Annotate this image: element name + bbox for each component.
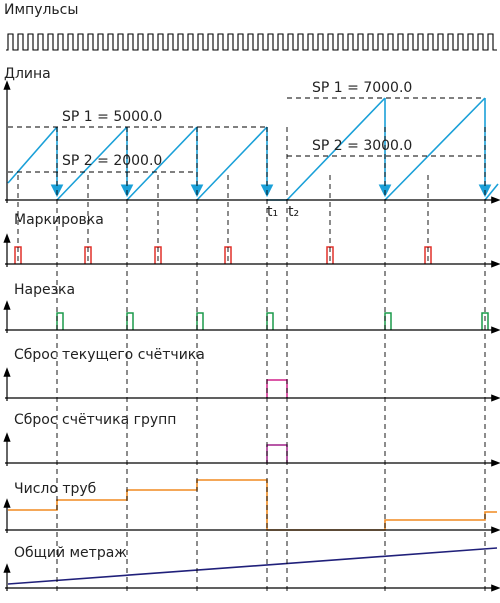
annotation: SP 2 = 2000.0 [62, 153, 162, 169]
annotation: t₂ [288, 204, 299, 220]
pulse [384, 312, 392, 330]
label: Общий метраж [14, 545, 127, 561]
label: Нарезка [14, 282, 75, 298]
ramp [126, 126, 198, 201]
pulse [266, 379, 288, 398]
total-length [7, 547, 498, 585]
ramp [384, 97, 486, 201]
pulse [266, 312, 274, 330]
label: Импульсы [4, 2, 78, 18]
pulse [126, 312, 134, 330]
label: Длина [4, 66, 51, 82]
ramp [484, 183, 499, 201]
ramp [7, 126, 58, 184]
annotation: SP 1 = 7000.0 [312, 80, 412, 96]
label: Сброс счётчика групп [14, 412, 176, 428]
pulse [266, 444, 288, 463]
ramp [56, 126, 128, 201]
annotation: t₁ [267, 204, 278, 220]
label: Сброс текущего счётчика [14, 347, 205, 363]
label: Число труб [14, 481, 96, 497]
pulse-train [6, 33, 497, 51]
pulse [56, 312, 64, 330]
pulse [196, 312, 204, 330]
label: Маркировка [14, 212, 104, 228]
pulse [481, 312, 489, 330]
ramp [196, 126, 268, 201]
annotation: SP 1 = 5000.0 [62, 109, 162, 125]
count-steps [8, 479, 497, 531]
annotation: SP 2 = 3000.0 [312, 138, 412, 154]
